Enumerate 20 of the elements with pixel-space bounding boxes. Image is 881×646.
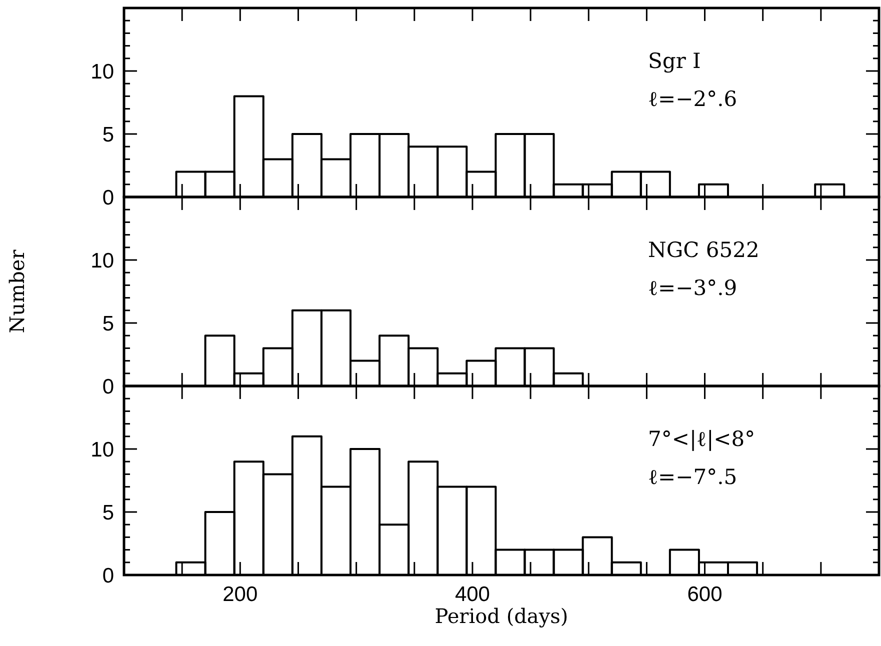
y-tick-label: 5 — [102, 501, 114, 524]
x-tick-label: 200 — [222, 583, 258, 606]
annotation: ℓ=−7°.5 — [648, 465, 738, 489]
y-tick-label: 10 — [90, 60, 114, 84]
annotation: Sgr I — [648, 49, 701, 73]
x-tick-label: 600 — [687, 583, 722, 606]
y-tick-label: 0 — [102, 375, 114, 398]
y-tick-label: 0 — [102, 186, 114, 210]
annotation: ℓ=−2°.6 — [648, 87, 738, 111]
x-axis-title: Period (days) — [434, 604, 568, 628]
annotation: ℓ=−3°.9 — [648, 276, 738, 300]
y-tick-label: 10 — [90, 438, 114, 462]
annotation: NGC 6522 — [648, 238, 760, 262]
y-tick-label: 10 — [90, 249, 114, 272]
y-axis-title: Number — [5, 249, 29, 334]
y-tick-label: 0 — [102, 564, 114, 588]
y-tick-label: 5 — [102, 123, 114, 146]
y-tick-label: 5 — [102, 312, 114, 336]
annotation: 7°<|ℓ|<8° — [648, 427, 756, 451]
x-tick-label: 400 — [454, 583, 490, 606]
